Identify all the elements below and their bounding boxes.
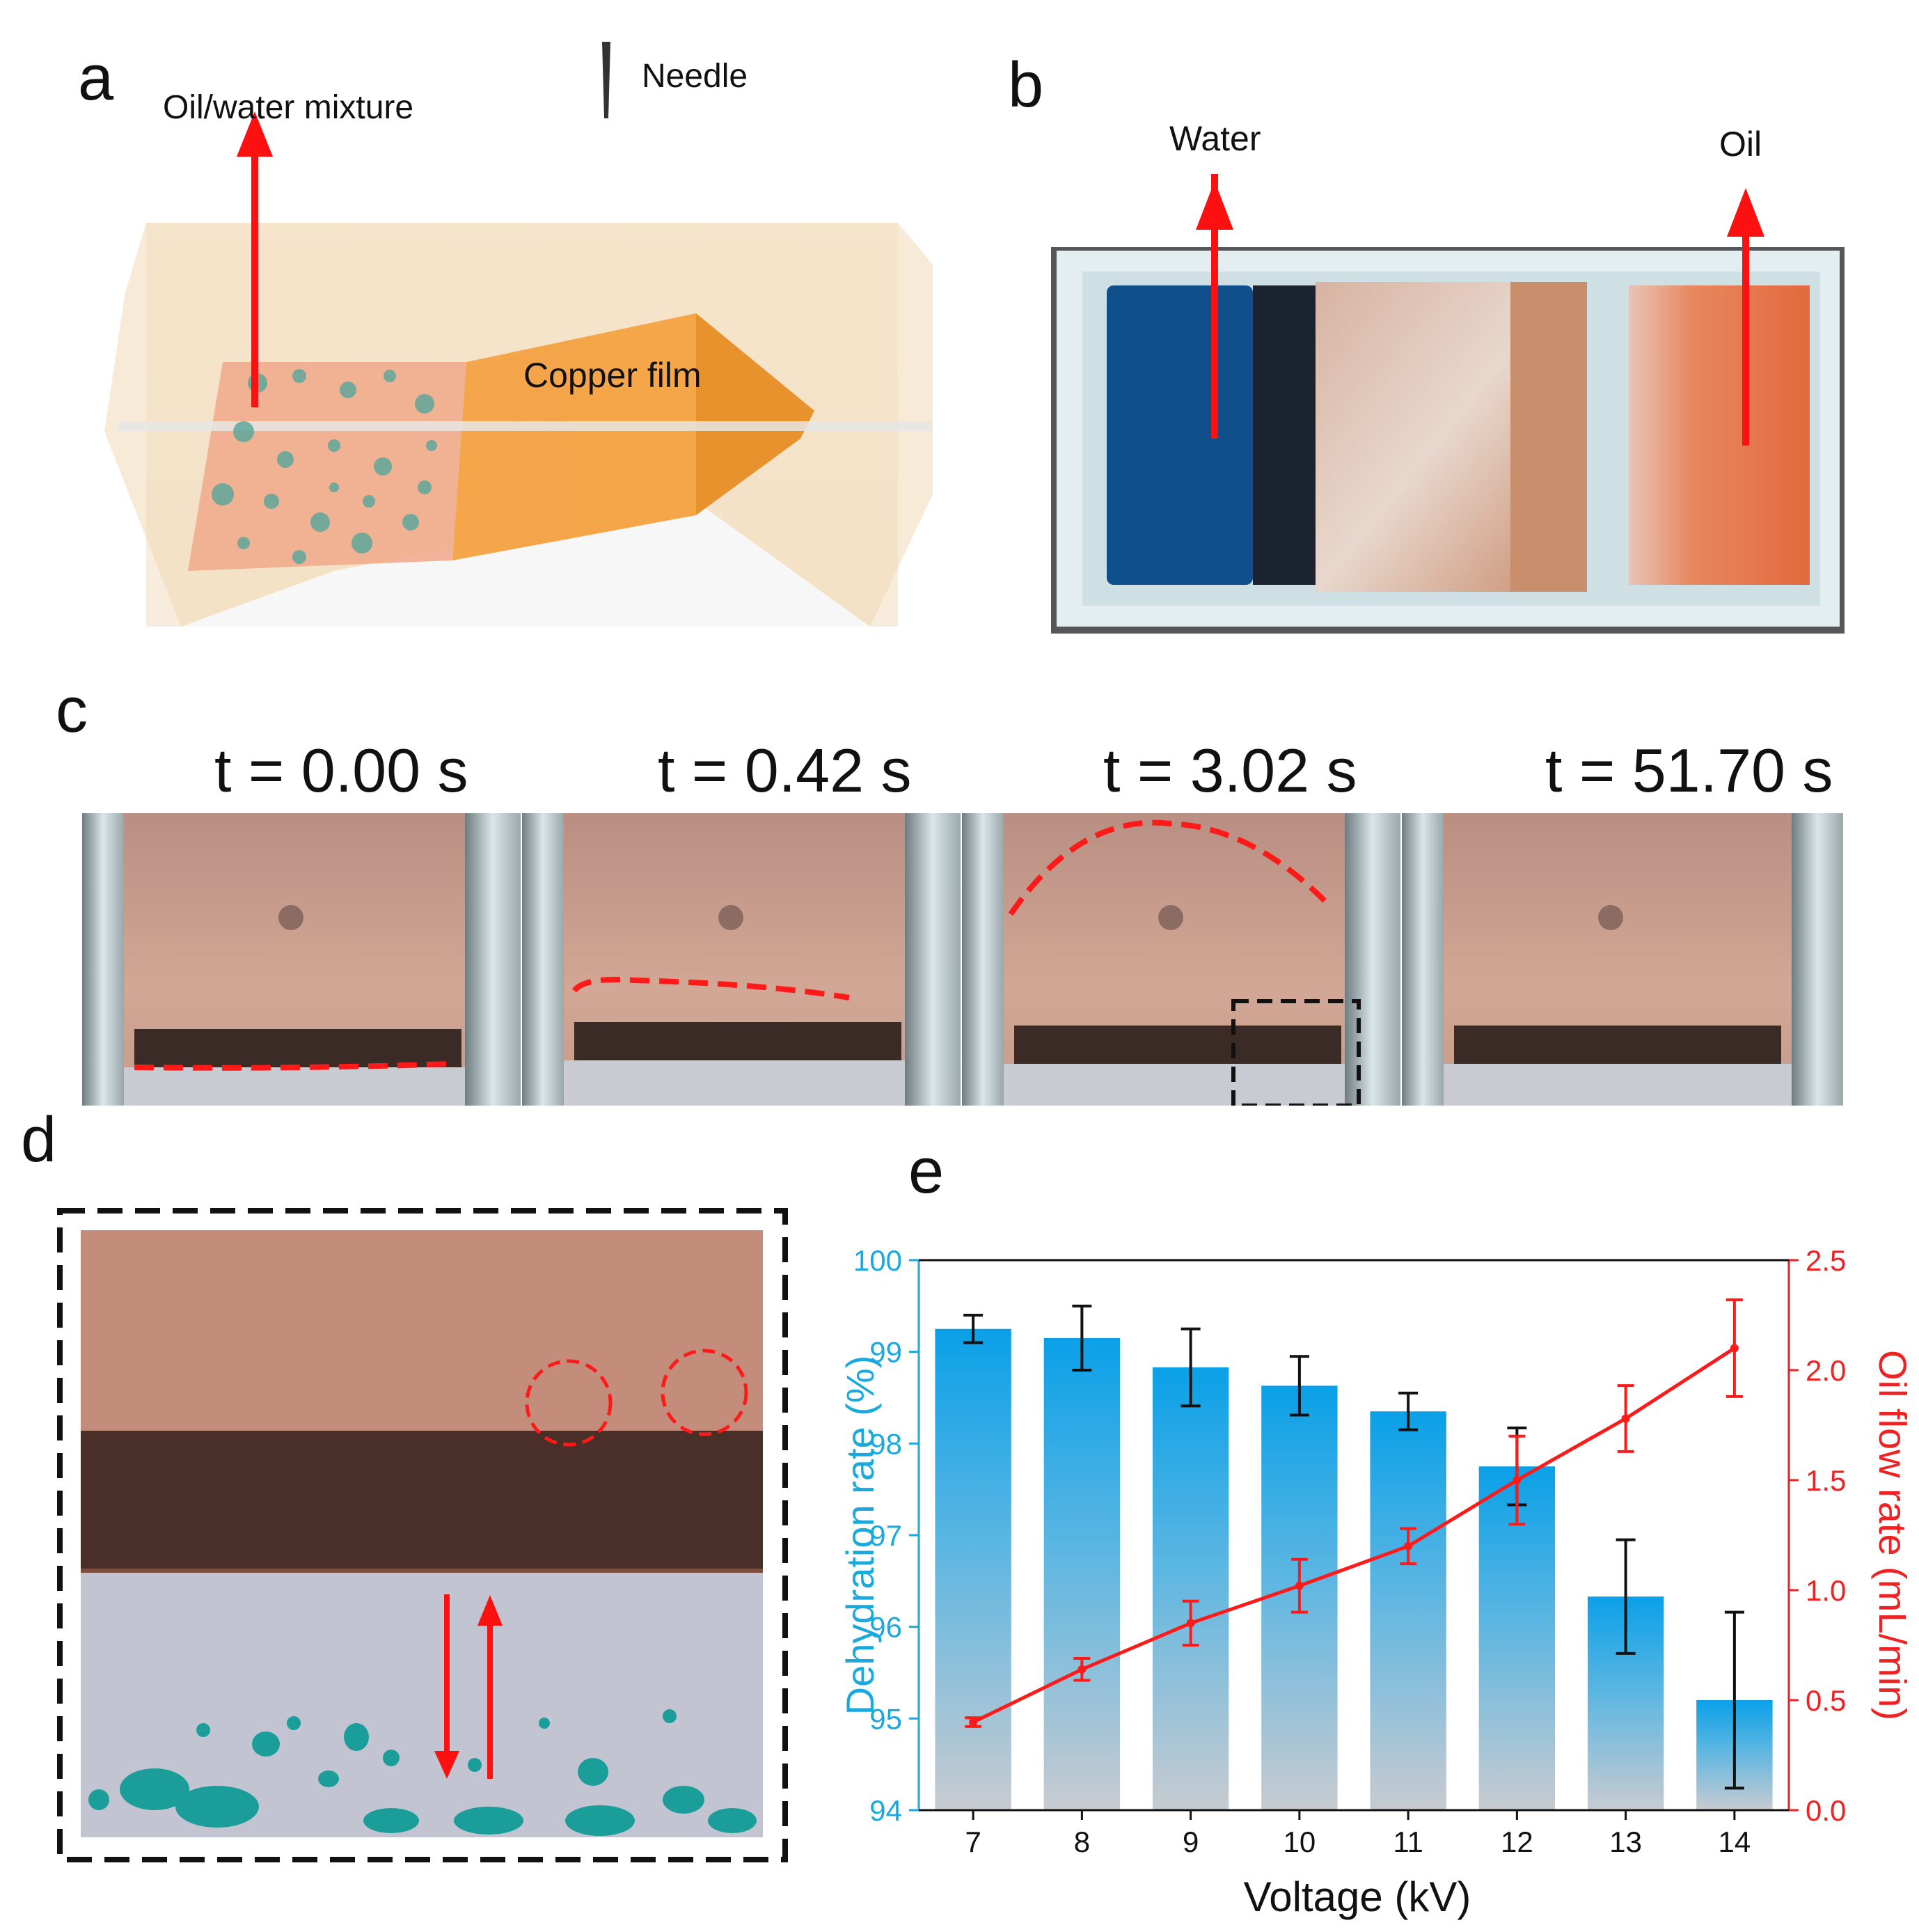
y2-tick-label-0.0: 0.0: [1806, 1794, 1846, 1827]
y2-tick-label-0.5: 0.5: [1806, 1684, 1846, 1717]
water-chamber: [1107, 285, 1253, 585]
droplet-circle-2: [661, 1349, 748, 1436]
x-tick-label-13: 13: [1609, 1825, 1642, 1858]
frame-4: [1402, 813, 1843, 1106]
dark-band: [81, 1431, 763, 1570]
panel-c-letter: c: [56, 675, 88, 746]
x-tick-label-7: 7: [965, 1825, 981, 1858]
label-copper-film: Copper film: [523, 356, 702, 395]
y2-axis-label: Oil flow rate (mL/min): [1871, 1350, 1907, 1720]
water-droplets-zoom: [88, 1709, 757, 1836]
line-point-8: [1077, 1665, 1087, 1674]
line-point-14: [1730, 1344, 1739, 1353]
x-tick-label-14: 14: [1719, 1825, 1751, 1858]
y-tick-label-95: 95: [869, 1702, 902, 1735]
y-tick-label-97: 97: [869, 1519, 902, 1552]
bar-7: [935, 1328, 1011, 1810]
bar-9: [1152, 1367, 1229, 1810]
y-tick-label-100: 100: [853, 1244, 902, 1277]
oil-arrow-head: [1727, 188, 1764, 237]
label-water: Water: [1169, 119, 1261, 158]
up-arrow-head: [477, 1595, 503, 1626]
panel-b-photo: [1051, 174, 1845, 634]
y2-tick-label-1.5: 1.5: [1806, 1464, 1846, 1497]
x-tick-label-9: 9: [1183, 1825, 1199, 1858]
label-needle: Needle: [642, 58, 748, 95]
mixture-region: [188, 362, 466, 571]
label-oil: Oil: [1719, 125, 1762, 164]
x-axis-label: Voltage (kV): [1244, 1874, 1471, 1920]
frame-3: [962, 813, 1400, 1106]
frame-2: [522, 813, 961, 1106]
y-tick-label-98: 98: [869, 1427, 902, 1460]
oil-flow-line: [972, 1346, 1736, 1724]
line-point-11: [1404, 1541, 1413, 1550]
frame-time-4: t = 51.70 s: [1545, 736, 1833, 805]
water-droplets: [212, 369, 437, 564]
y-tick-label-94: 94: [869, 1794, 902, 1827]
line-layer: [965, 1298, 1743, 1728]
copper-region: [81, 1230, 763, 1453]
axes-layer: 94 95 96 97 98 99 100 0.0 0.5 1.0 1.5 2.0 2.5 7 8 9 10 11…: [853, 1244, 1846, 1858]
glass-rim: [118, 421, 933, 431]
y2-tick-label-1.0: 1.0: [1806, 1574, 1846, 1607]
panel-d-zoom: [57, 1208, 788, 1862]
frame-time-2: t = 0.42 s: [658, 736, 912, 805]
down-arrow-head: [434, 1751, 459, 1779]
line-point-13: [1621, 1414, 1630, 1423]
frame-1: [82, 813, 521, 1106]
copper-fold-photo: [1510, 282, 1587, 592]
bars-layer: [935, 1304, 1773, 1810]
panel-d-letter: d: [21, 1104, 57, 1175]
zoom-box: [1231, 999, 1361, 1106]
frame-time-1: t = 0.00 s: [214, 736, 468, 805]
line-point-7: [969, 1718, 978, 1727]
mixture-arrow-head: [237, 111, 273, 157]
needle-shape: [602, 42, 610, 118]
y2-tick-label-2.5: 2.5: [1806, 1244, 1846, 1277]
panel-a-illustration: [104, 42, 933, 627]
panel-c-frames: [82, 813, 1843, 1106]
x-tick-label-10: 10: [1284, 1825, 1316, 1858]
bar-8: [1043, 1337, 1121, 1810]
copper-fold: [696, 313, 814, 515]
x-tick-label-8: 8: [1074, 1825, 1090, 1858]
panel-e-chart: 94 95 96 97 98 99 100 0.0 0.5 1.0 1.5 2.0 2.5 7 8 9 10 11…: [838, 1244, 1907, 1920]
bar-11: [1370, 1411, 1446, 1810]
zoom-frame: [57, 1208, 788, 1862]
line-point-12: [1513, 1476, 1522, 1484]
line-point-9: [1186, 1619, 1195, 1628]
line-point-10: [1295, 1581, 1304, 1590]
y-tick-label-96: 96: [869, 1611, 902, 1644]
frame-time-3: t = 3.02 s: [1103, 736, 1357, 805]
oil-chamber: [1629, 285, 1810, 585]
x-tick-label-12: 12: [1501, 1825, 1533, 1858]
water-arrow-head: [1196, 181, 1233, 230]
y-axis-label: Dehydration rate (%): [838, 1356, 882, 1715]
x-tick-label-11: 11: [1393, 1825, 1423, 1858]
label-oil-water-mixture: Oil/water mixture: [163, 89, 414, 126]
panel-a-letter: a: [78, 42, 114, 113]
droplet-circle-1: [525, 1359, 613, 1447]
panel-e-letter: e: [908, 1136, 945, 1207]
panel-b-letter: b: [1008, 49, 1044, 120]
y2-tick-label-2.0: 2.0: [1806, 1354, 1846, 1387]
gap-region: [1253, 285, 1316, 585]
y-tick-label-99: 99: [869, 1336, 902, 1369]
box-floor: [181, 501, 870, 627]
